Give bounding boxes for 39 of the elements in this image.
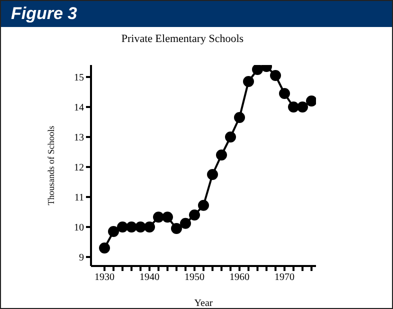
point — [306, 96, 316, 106]
x-tick-label: 1960 — [230, 272, 250, 284]
x-tick-label: 1930 — [94, 272, 114, 284]
point — [126, 222, 137, 232]
point — [216, 150, 227, 160]
chart-subtitle: Private Elementary Schools — [120, 33, 245, 45]
point — [225, 132, 236, 142]
point — [243, 76, 254, 87]
y-tick-label: 14 — [74, 102, 84, 114]
point — [144, 222, 155, 232]
y-tick-label: 13 — [74, 132, 84, 144]
x-tick-label: 1970 — [274, 272, 294, 284]
y-tick-label: 9 — [79, 252, 84, 264]
point — [207, 169, 218, 180]
y-tick-label: 11 — [74, 192, 84, 204]
point — [189, 210, 200, 220]
point — [297, 102, 308, 112]
point — [252, 65, 263, 75]
x-tick-label: 1940 — [140, 272, 160, 284]
point — [288, 102, 299, 112]
point — [117, 222, 128, 232]
point — [270, 70, 281, 81]
point — [99, 242, 110, 254]
y-tick-label: 10 — [74, 222, 84, 234]
point — [198, 200, 209, 211]
y-tick-label: 12 — [74, 162, 84, 174]
point — [171, 223, 182, 234]
x-axis-title: Year — [194, 298, 214, 309]
chart-title: Figure 3 — [1, 1, 392, 27]
y-axis-title: Thousands of Schools — [46, 125, 56, 206]
point — [153, 212, 164, 223]
point — [162, 212, 173, 223]
point — [108, 226, 119, 237]
point — [279, 88, 290, 99]
point — [234, 112, 245, 123]
point — [180, 218, 191, 229]
point — [135, 222, 146, 232]
y-tick-label: 15 — [74, 72, 84, 84]
x-tick-label: 1950 — [184, 272, 204, 284]
